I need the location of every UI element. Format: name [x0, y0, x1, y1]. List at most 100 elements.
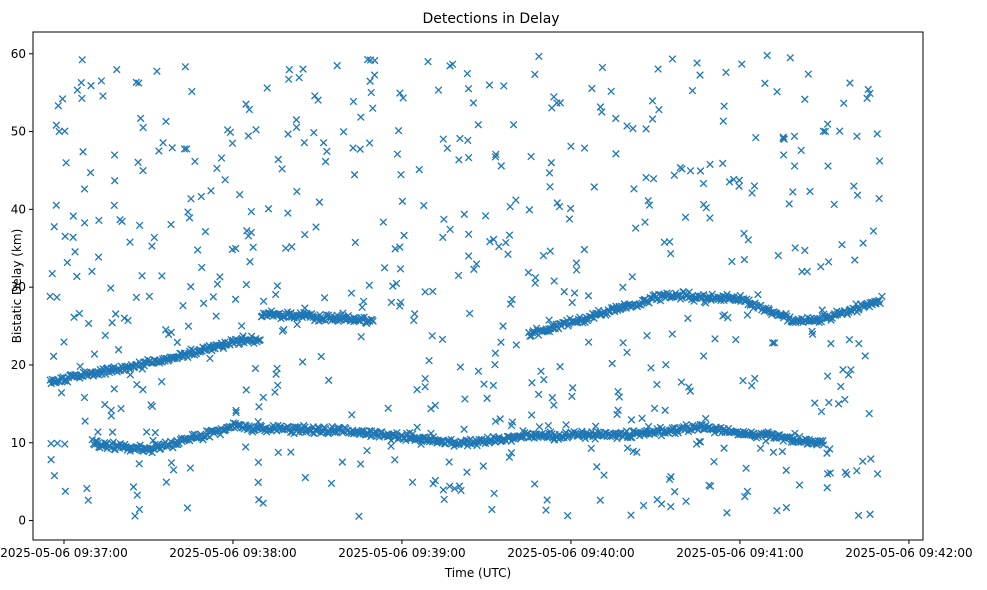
detection-marker: [106, 284, 115, 292]
detection-marker: [185, 214, 194, 222]
detection-marker: [242, 100, 250, 108]
detection-marker: [795, 481, 804, 489]
detection-marker: [550, 93, 558, 101]
x-axis-label: Time (UTC): [444, 566, 511, 580]
detection-marker: [790, 132, 799, 141]
detection-marker: [590, 183, 599, 191]
detection-marker: [298, 358, 307, 366]
detection-marker: [133, 491, 142, 499]
detection-marker: [387, 442, 395, 450]
detection-marker: [754, 290, 762, 299]
detection-marker: [681, 213, 690, 221]
detection-marker: [483, 394, 491, 403]
detection-marker: [593, 463, 601, 471]
detection-marker: [740, 229, 748, 238]
detection-marker: [546, 182, 554, 191]
detection-marker: [117, 404, 125, 413]
detection-marker: [644, 422, 653, 431]
detection-marker: [567, 142, 575, 151]
detection-marker: [463, 69, 472, 78]
detection-marker: [278, 327, 287, 335]
detection-marker: [108, 318, 116, 327]
detection-marker: [384, 431, 393, 439]
detection-marker: [633, 448, 641, 456]
detection-marker: [180, 349, 189, 357]
detection-marker: [587, 444, 596, 453]
detection-marker: [231, 295, 240, 304]
detection-marker: [273, 381, 282, 390]
detection-marker: [706, 214, 714, 222]
detection-marker: [285, 65, 294, 74]
detection-marker: [461, 395, 469, 403]
detection-marker: [544, 421, 553, 430]
detection-marker: [622, 427, 631, 435]
detection-marker: [242, 386, 251, 394]
detection-marker: [469, 99, 478, 107]
detection-marker: [711, 335, 719, 343]
detection-marker: [692, 440, 701, 448]
detection-marker: [110, 385, 119, 393]
detection-marker: [365, 281, 374, 290]
detection-marker: [53, 439, 62, 448]
detection-marker: [52, 121, 61, 129]
detection-marker: [873, 470, 882, 478]
detection-marker: [531, 70, 539, 79]
detection-marker: [485, 81, 494, 89]
detection-marker: [591, 422, 600, 430]
detection-marker: [768, 339, 777, 347]
detection-marker: [512, 196, 520, 204]
detection-marker: [197, 192, 206, 201]
detection-marker: [751, 374, 759, 383]
detection-marker: [539, 251, 548, 260]
detection-marker: [826, 469, 835, 477]
detection-marker: [490, 489, 498, 498]
detection-marker: [456, 363, 465, 371]
detection-marker: [245, 105, 254, 114]
detection-marker: [271, 388, 279, 396]
detection-marker: [614, 387, 622, 396]
detection-marker: [438, 335, 447, 344]
detection-marker: [542, 506, 550, 514]
detection-marker: [162, 117, 170, 126]
detection-marker: [387, 298, 396, 307]
detection-marker: [333, 61, 341, 70]
detection-marker: [158, 272, 166, 280]
x-tick-label: 2025-05-06 09:41:00: [676, 546, 803, 560]
detection-marker: [212, 312, 220, 320]
detection-marker: [415, 165, 423, 174]
detection-marker: [357, 332, 365, 341]
detection-marker: [619, 338, 627, 347]
detection-marker: [811, 399, 819, 407]
detection-marker: [841, 395, 849, 404]
detection-marker: [641, 218, 649, 226]
detection-marker: [743, 311, 752, 319]
detection-marker: [825, 445, 834, 453]
detection-marker: [830, 200, 839, 209]
detection-marker: [419, 201, 428, 210]
detection-marker: [135, 460, 143, 468]
detection-marker: [489, 235, 498, 244]
detection-marker: [434, 86, 443, 94]
detection-marker: [120, 314, 129, 322]
detection-marker: [823, 120, 832, 128]
detection-marker: [168, 144, 177, 152]
detection-marker: [550, 435, 558, 444]
detection-marker: [149, 436, 157, 445]
detection-marker: [101, 400, 109, 409]
y-tick-label: 0: [18, 514, 26, 528]
detection-marker: [400, 231, 408, 240]
detection-marker: [463, 136, 472, 145]
detection-marker: [431, 401, 440, 410]
detection-marker: [319, 138, 328, 147]
detection-marker: [568, 392, 576, 401]
detection-marker: [49, 352, 58, 361]
detection-marker: [126, 370, 135, 379]
detection-marker: [668, 55, 677, 63]
detection-marker: [221, 175, 229, 184]
detection-marker: [670, 171, 679, 179]
detection-marker: [132, 78, 141, 87]
detection-marker: [534, 390, 543, 399]
detection-marker: [439, 233, 447, 242]
detection-marker: [110, 176, 119, 185]
detection-marker: [399, 94, 407, 102]
